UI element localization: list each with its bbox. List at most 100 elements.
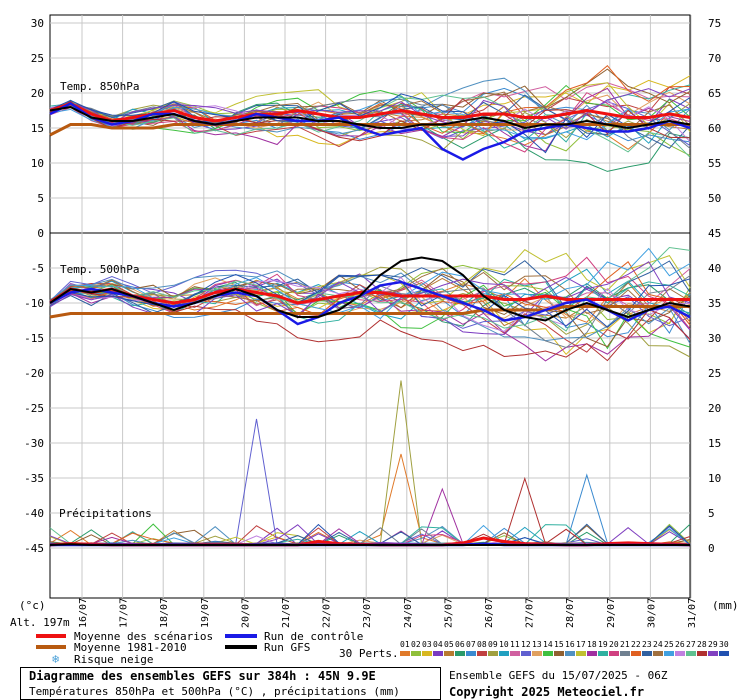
legend-mean-label: Moyenne des scénarios (74, 630, 214, 643)
snowflake-icon: ❄ (52, 652, 60, 666)
perturbation-id-label: 07 (466, 640, 476, 649)
perturbation-id-label: 21 (620, 640, 630, 649)
perturbation-id-label: 19 (598, 640, 608, 649)
perturbation-id-label: 22 (631, 640, 641, 649)
perturbation-id-label: 09 (488, 640, 498, 649)
x-tick-label: 29/07 (606, 598, 617, 628)
t500-panel-label: Temp. 500hPa (60, 263, 139, 276)
title-box (20, 667, 441, 700)
perturbation-id-label: 01 (400, 640, 410, 649)
perturbation-line-t850 (49, 92, 691, 153)
perturbation-swatch (620, 651, 630, 656)
perturbation-line-t850 (49, 95, 691, 141)
perturbation-swatch (477, 651, 487, 656)
series-t850-line (49, 102, 691, 161)
left-tick-label: 0 (37, 227, 44, 240)
x-tick-label: 30/07 (646, 598, 657, 628)
right-tick-label: 5 (708, 507, 715, 520)
perturbation-id-label: 17 (576, 640, 586, 649)
perturbation-swatch (433, 651, 443, 656)
right-tick-label: 25 (708, 367, 721, 380)
perturbation-swatch (444, 651, 454, 656)
left-tick-label: 25 (31, 52, 44, 65)
legend-climo-swatch (36, 645, 66, 649)
perturbation-id-label: 24 (653, 640, 663, 649)
perturbation-line-t500 (49, 246, 691, 332)
perturbation-id-label: 18 (587, 640, 597, 649)
perturbation-swatch (543, 651, 553, 656)
right-tick-label: 55 (708, 157, 721, 170)
perturbation-swatch (488, 651, 498, 656)
chart-title: Diagramme des ensembles GEFS sur 384h : … (29, 669, 376, 683)
x-tick-label: 27/07 (525, 598, 536, 628)
legend-mean-swatch (36, 634, 66, 638)
perturbation-line-t500 (49, 275, 691, 349)
left-tick-label: -30 (24, 437, 44, 450)
perturbation-id-label: 12 (521, 640, 531, 649)
perturbation-swatch (598, 651, 608, 656)
perturbation-swatch (697, 651, 707, 656)
right-tick-label: 0 (708, 542, 715, 555)
right-tick-label: 20 (708, 402, 721, 415)
perturbation-id-label: 14 (543, 640, 553, 649)
perturbation-swatch (576, 651, 586, 656)
perturbation-swatch (565, 651, 575, 656)
left-tick-label: 5 (37, 192, 44, 205)
legend-climo-label: Moyenne 1981-2010 (74, 641, 187, 654)
perturbation-id-label: 08 (477, 640, 487, 649)
right-tick-label: 45 (708, 227, 721, 240)
perturbation-swatch (686, 651, 696, 656)
left-tick-label: 10 (31, 157, 44, 170)
legend-gfs-label: Run GFS (264, 641, 311, 654)
perturbation-swatch (664, 651, 674, 656)
right-tick-label: 30 (708, 332, 721, 345)
x-tick-label: 24/07 (403, 598, 414, 628)
perturbation-swatch (708, 651, 718, 656)
perturbation-id-label: 28 (697, 640, 707, 649)
x-tick-label: 26/07 (484, 598, 495, 628)
perturbation-line-t850 (49, 93, 691, 154)
perturbation-id-label: 20 (609, 640, 619, 649)
x-tick-label: 22/07 (322, 598, 333, 628)
left-tick-label: 20 (31, 87, 44, 100)
x-tick-label: 21/07 (281, 598, 292, 628)
series-t850-line (49, 123, 690, 137)
left-tick-label: 15 (31, 122, 44, 135)
left-tick-label: -15 (24, 332, 44, 345)
left-tick-label: -25 (24, 402, 44, 415)
perturbation-swatch (521, 651, 531, 656)
perturbation-swatch (499, 651, 509, 656)
series-t500-line (49, 305, 690, 319)
x-tick-label: 23/07 (362, 598, 373, 628)
copyright: Copyright 2025 Meteociel.fr (449, 685, 645, 699)
perturbation-id-label: 06 (455, 640, 465, 649)
perturbation-id-label: 05 (444, 640, 454, 649)
perturbation-line-precip (49, 380, 691, 546)
perturbation-line-t850 (49, 68, 691, 126)
legend-control-swatch (225, 634, 257, 638)
perturbation-swatch (554, 651, 564, 656)
perturbation-swatch (466, 651, 476, 656)
legend-control-label: Run de contrôle (264, 630, 364, 643)
perturbation-id-label: 11 (510, 640, 520, 649)
perturbation-swatch (510, 651, 520, 656)
right-tick-label: 65 (708, 87, 721, 100)
x-tick-label: 31/07 (687, 598, 698, 628)
left-tick-label: -45 (24, 542, 44, 555)
perturbation-swatch (455, 651, 465, 656)
precip-panel-label: Précipitations (59, 507, 152, 520)
perturbation-swatch (642, 651, 652, 656)
right-tick-label: 50 (708, 192, 721, 205)
right-tick-label: 60 (708, 122, 721, 135)
chart-subtitle: Températures 850hPa et 500hPa (°C) , pré… (29, 685, 400, 698)
left-tick-label: -35 (24, 472, 44, 485)
perturbation-swatch (400, 651, 410, 656)
x-tick-label: 25/07 (443, 598, 454, 628)
right-tick-label: 35 (708, 297, 721, 310)
perturbation-id-label: 16 (565, 640, 575, 649)
perturbation-id-label: 23 (642, 640, 652, 649)
perturbation-swatch (532, 651, 542, 656)
perturbation-id-label: 29 (708, 640, 718, 649)
